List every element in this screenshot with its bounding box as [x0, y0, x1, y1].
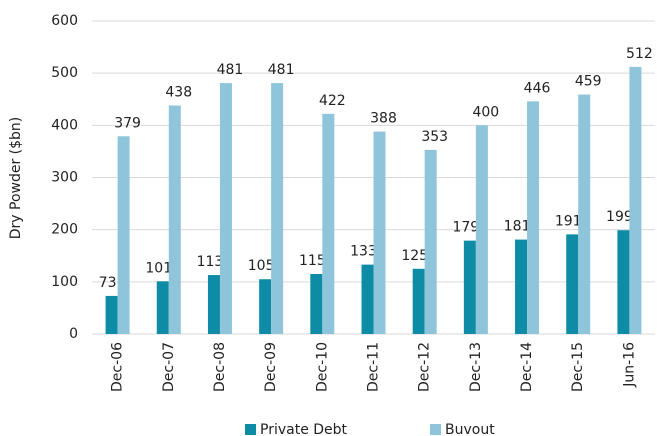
bar — [207, 275, 220, 334]
data-label: 199 — [606, 209, 633, 225]
data-label: 191 — [555, 213, 582, 229]
x-tick-label: Dec-09 — [263, 342, 279, 392]
x-tick-label: Dec-08 — [212, 342, 228, 392]
data-label: 353 — [421, 129, 448, 145]
x-tick-label: Dec-07 — [161, 342, 177, 392]
x-tick-label: Jun-16 — [621, 342, 637, 388]
data-label: 388 — [370, 111, 397, 127]
data-label: 125 — [401, 248, 428, 264]
bar — [271, 83, 284, 334]
data-label: 379 — [114, 115, 141, 131]
x-tick-label: Dec-12 — [417, 342, 433, 392]
data-label: 512 — [626, 46, 653, 62]
y-tick-label: 600 — [51, 13, 78, 29]
legend-label: Buvout — [445, 422, 495, 436]
data-label: 422 — [319, 93, 346, 109]
bar — [156, 281, 169, 334]
data-label: 113 — [197, 254, 224, 270]
bar — [117, 136, 130, 334]
data-label: 481 — [268, 62, 295, 78]
bar — [259, 279, 272, 334]
data-label: 101 — [145, 260, 172, 276]
bar — [578, 94, 591, 335]
data-label: 459 — [575, 74, 602, 90]
bar — [219, 83, 232, 334]
x-tick-label: Dec-11 — [366, 342, 382, 392]
bar — [412, 268, 425, 334]
data-label: 115 — [299, 253, 326, 269]
x-tick-label: Dec-13 — [468, 342, 484, 392]
y-axis-label: Dry Powder ($bn) — [8, 117, 24, 240]
y-tick-label: 200 — [51, 222, 78, 238]
data-label: 446 — [524, 80, 551, 96]
bar — [463, 240, 476, 334]
bar — [566, 234, 579, 334]
bar — [629, 66, 642, 334]
y-tick-label: 0 — [69, 326, 78, 342]
y-tick-label: 400 — [51, 117, 78, 133]
y-tick-label: 100 — [51, 274, 78, 290]
x-tick-label: Dec-06 — [110, 342, 126, 392]
bar — [322, 113, 335, 335]
bar — [515, 239, 528, 334]
bar — [310, 274, 323, 334]
data-label: 179 — [452, 220, 479, 236]
y-tick-label: 500 — [51, 65, 78, 81]
data-label: 400 — [472, 104, 499, 120]
x-tick-label: Dec-10 — [314, 342, 330, 392]
bar — [527, 101, 540, 334]
data-label: 73 — [99, 275, 117, 291]
x-tick-label: Dec-14 — [519, 342, 535, 392]
data-label: 133 — [350, 244, 377, 260]
data-label: 181 — [504, 219, 531, 235]
bar — [475, 125, 488, 334]
x-tick-label: Dec-15 — [570, 342, 586, 392]
bar — [617, 230, 630, 334]
bar — [424, 149, 437, 334]
y-tick-label: 300 — [51, 170, 78, 186]
bar — [373, 131, 386, 334]
data-label: 105 — [248, 258, 275, 274]
bar — [168, 105, 181, 334]
data-label: 438 — [165, 85, 192, 101]
bar — [105, 295, 118, 334]
legend-swatch — [430, 424, 441, 435]
bar — [361, 264, 374, 334]
data-label: 481 — [217, 62, 244, 78]
legend-swatch — [245, 424, 256, 435]
legend-label: Private Debt — [260, 422, 348, 436]
